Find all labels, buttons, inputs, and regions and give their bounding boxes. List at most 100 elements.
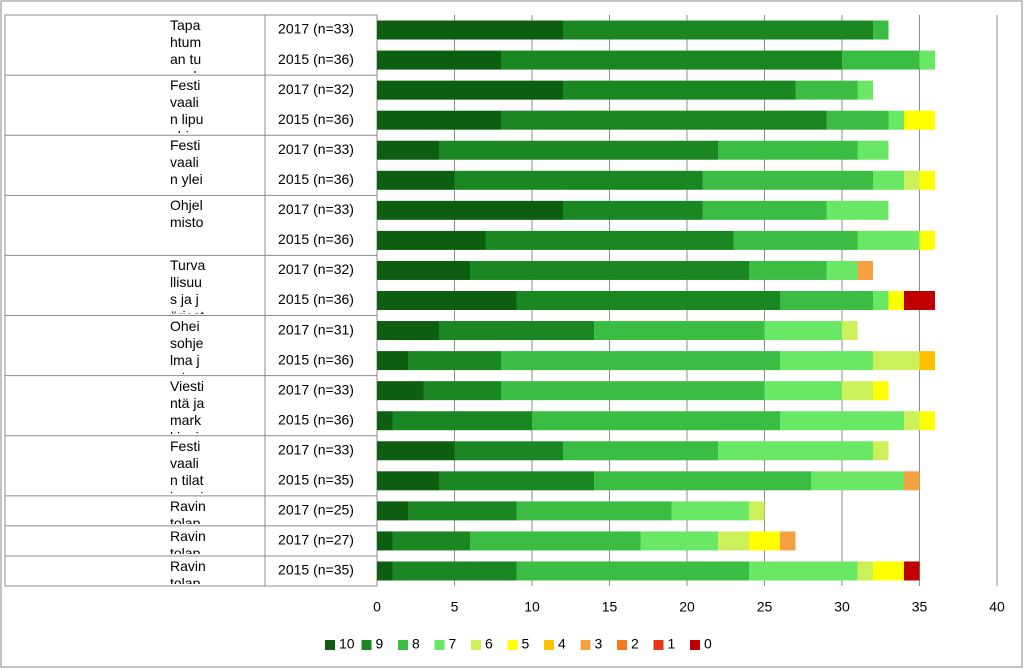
bar-segment	[919, 230, 935, 250]
group-label: Tapahtuman tunnelma	[170, 17, 202, 73]
bar-segment	[904, 411, 920, 431]
legend-label: 0	[704, 636, 712, 652]
x-tick-label: 0	[373, 599, 381, 615]
legend-swatch	[580, 640, 591, 650]
bar-segment	[842, 50, 920, 70]
y-tick-label: 2015 (n=36)	[278, 51, 354, 67]
bar-segment	[377, 110, 501, 130]
bar-segment	[749, 531, 780, 551]
x-tick-label: 15	[602, 599, 618, 615]
y-tick-label: 2017 (n=33)	[278, 381, 354, 397]
x-tick-label: 40	[989, 599, 1005, 615]
bar-segment	[501, 351, 780, 371]
bar-segment	[377, 561, 393, 581]
bar-segment	[439, 140, 718, 160]
bar-segment	[873, 351, 920, 371]
legend-label: 3	[595, 636, 603, 652]
group-label: Ravintolapalvelut (ruokailu)	[170, 527, 206, 554]
bar-segment	[780, 351, 873, 371]
bar-segment	[377, 411, 393, 431]
legend-swatch	[690, 640, 700, 650]
bar-segment	[780, 411, 904, 431]
y-tick-label: 2017 (n=27)	[278, 532, 354, 548]
bar-segment	[904, 561, 920, 581]
group-label: Viestintä ja markkinointi	[170, 377, 205, 434]
bar-segment	[842, 381, 873, 401]
bar-segment	[873, 291, 889, 310]
x-tick-label: 30	[834, 599, 850, 615]
y-tick-label: 2017 (n=32)	[278, 261, 354, 277]
bar-segment	[408, 351, 501, 371]
bar-segment	[563, 80, 796, 100]
bar-segment	[470, 260, 749, 280]
legend-label: 2	[631, 636, 639, 652]
bar-segment	[857, 80, 873, 100]
bar-segment	[563, 200, 703, 220]
bar-segment	[377, 531, 393, 551]
y-tick-label: 2015 (n=36)	[278, 351, 354, 367]
bar-segment	[377, 351, 408, 371]
legend-label: 6	[485, 636, 493, 652]
bar-segment	[780, 291, 873, 310]
group-label: Turvallisuus ja järjestyksenvalvonta	[170, 257, 206, 313]
legend-label: 9	[376, 636, 384, 652]
x-tick-label: 25	[757, 599, 773, 615]
bar-segment	[826, 110, 889, 130]
legend-swatch	[434, 640, 445, 650]
bar-segment	[594, 321, 765, 341]
bar-segment	[904, 110, 935, 130]
group-label: Ravintolapalvelut (ruokailu ja anniskelu…	[170, 557, 206, 584]
bar-segment	[454, 441, 563, 461]
bar-segment	[857, 260, 873, 280]
y-tick-label: 2015 (n=36)	[278, 111, 354, 127]
bar-segment	[377, 50, 501, 70]
bar-segment	[392, 411, 532, 431]
bar-segment	[919, 411, 935, 431]
legend-swatch	[471, 640, 481, 650]
bar-segment	[733, 230, 858, 250]
group-label: Festivaalin yleinen asiakaspalvelu	[170, 137, 205, 193]
legend-label: 1	[668, 636, 676, 652]
bar-segment	[563, 441, 718, 461]
bar-segment	[749, 260, 827, 280]
bar-segment	[718, 441, 873, 461]
x-tick-label: 5	[451, 599, 459, 615]
y-tick-label: 2017 (n=31)	[278, 321, 354, 337]
bar-segment	[904, 291, 935, 310]
bar-segment	[516, 561, 749, 581]
bar-segment	[749, 561, 858, 581]
legend-swatch	[361, 640, 372, 650]
bar-segment	[702, 200, 827, 220]
bar-segment	[501, 110, 827, 130]
bar-segment	[377, 20, 563, 40]
bar-segment	[485, 230, 734, 250]
y-tick-label: 2015 (n=35)	[278, 562, 354, 578]
bar-segment	[826, 200, 889, 220]
bar-segment	[377, 501, 408, 521]
legend-swatch	[544, 640, 554, 650]
bar-segment	[873, 381, 889, 401]
y-tick-label: 2015 (n=35)	[278, 472, 354, 488]
bar-segment	[873, 561, 904, 581]
group-label: Ravintolapalvelut (anniskelu)	[170, 497, 206, 524]
legend-swatch	[507, 640, 518, 650]
bar-segment	[377, 471, 439, 491]
bar-segment	[904, 471, 920, 491]
bar-segment	[377, 441, 455, 461]
bar-segment	[826, 260, 858, 280]
y-tick-label: 2017 (n=33)	[278, 21, 354, 37]
bar-segment	[439, 321, 594, 341]
group-label: Festivaalin tilat ja puitteet	[170, 437, 204, 494]
bar-segment	[377, 381, 424, 401]
legend-swatch	[653, 640, 664, 650]
group-label: Oheisohjelma ja tapahtumat	[170, 317, 204, 374]
bar-segment	[873, 170, 904, 190]
y-tick-label: 2017 (n=25)	[278, 502, 354, 518]
bar-segment	[439, 471, 594, 491]
bar-segment	[454, 170, 703, 190]
bar-segment	[563, 20, 873, 40]
bar-segment	[516, 291, 780, 310]
bar-segment	[718, 531, 749, 551]
